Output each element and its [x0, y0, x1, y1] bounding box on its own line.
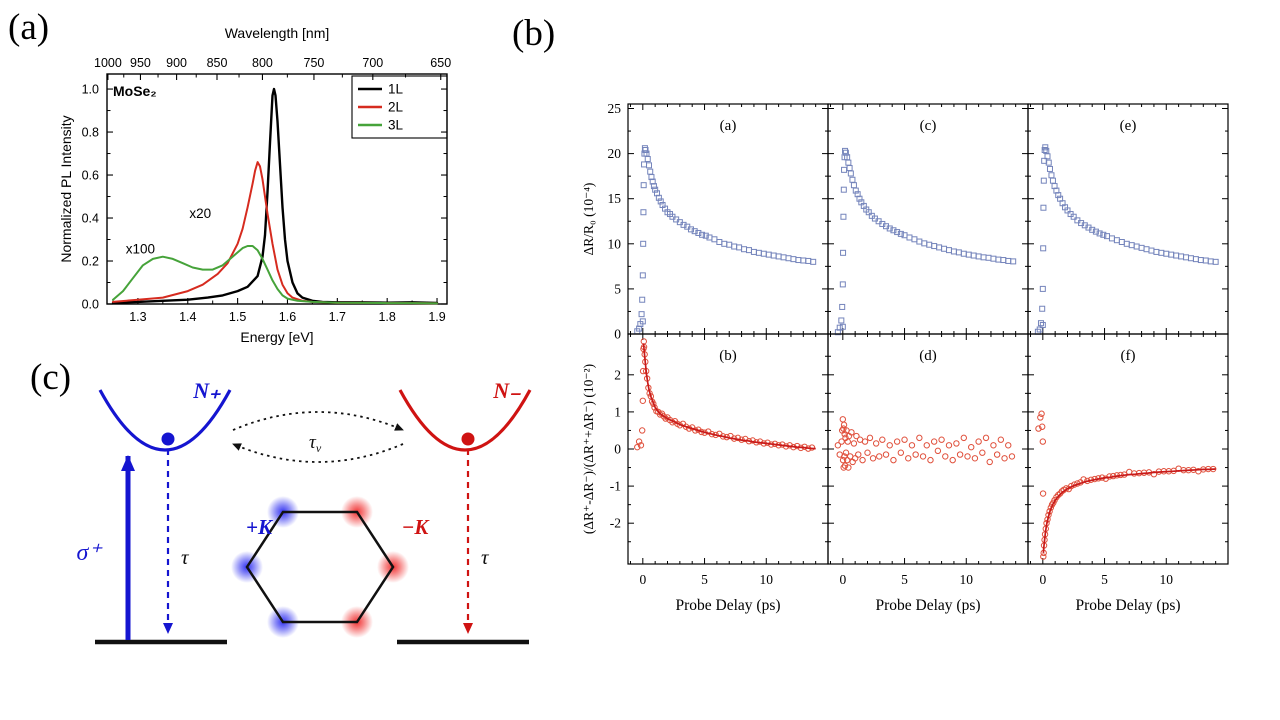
- svg-text:Normalized PL Intensity: Normalized PL Intensity: [58, 115, 74, 262]
- svg-text:20: 20: [608, 146, 622, 161]
- svg-text:15: 15: [608, 191, 622, 206]
- svg-text:τ: τ: [481, 545, 490, 569]
- svg-text:1.6: 1.6: [279, 310, 296, 324]
- svg-text:800: 800: [252, 56, 273, 70]
- svg-text:(a): (a): [720, 118, 737, 134]
- svg-text:0.8: 0.8: [82, 126, 99, 140]
- svg-text:0.0: 0.0: [82, 298, 99, 312]
- svg-text:1: 1: [614, 404, 621, 419]
- svg-text:0: 0: [614, 327, 621, 342]
- svg-text:950: 950: [130, 56, 151, 70]
- svg-text:1.7: 1.7: [329, 310, 346, 324]
- svg-text:0.4: 0.4: [82, 212, 99, 226]
- svg-text:10: 10: [608, 236, 622, 251]
- svg-text:2L: 2L: [388, 100, 404, 115]
- svg-text:Probe Delay (ps): Probe Delay (ps): [1075, 597, 1180, 614]
- svg-text:+K: +K: [246, 515, 274, 539]
- svg-text:N₊: N₊: [192, 378, 221, 403]
- svg-text:700: 700: [362, 56, 383, 70]
- svg-text:(d): (d): [919, 348, 937, 364]
- svg-text:1.4: 1.4: [179, 310, 196, 324]
- panel-a-label: (a): [8, 7, 50, 48]
- svg-text:x100: x100: [126, 241, 155, 256]
- svg-text:0.2: 0.2: [82, 255, 99, 269]
- svg-text:x20: x20: [189, 206, 211, 221]
- svg-text:0: 0: [614, 442, 621, 457]
- svg-text:3L: 3L: [388, 118, 404, 133]
- svg-text:5: 5: [701, 572, 708, 587]
- svg-text:1.5: 1.5: [229, 310, 246, 324]
- valley-diagram: N₊ N₋ σ⁺ τ τ τv +K −K: [76, 378, 532, 645]
- svg-text:10: 10: [760, 572, 774, 587]
- svg-text:1.9: 1.9: [428, 310, 445, 324]
- svg-text:Wavelength [nm]: Wavelength [nm]: [225, 25, 330, 41]
- svg-text:-2: -2: [610, 516, 621, 531]
- svg-text:2: 2: [614, 367, 621, 382]
- svg-text:Probe Delay (ps): Probe Delay (ps): [875, 597, 980, 614]
- svg-text:10: 10: [960, 572, 974, 587]
- svg-text:σ⁺: σ⁺: [76, 540, 103, 566]
- svg-text:5: 5: [901, 572, 908, 587]
- svg-text:5: 5: [1101, 572, 1108, 587]
- svg-text:τ: τ: [181, 545, 190, 569]
- svg-text:10: 10: [1160, 572, 1174, 587]
- svg-text:0: 0: [639, 572, 646, 587]
- panel-b-label: (b): [512, 13, 556, 54]
- svg-text:1.0: 1.0: [82, 83, 99, 97]
- svg-text:Energy [eV]: Energy [eV]: [240, 329, 313, 345]
- svg-text:1000: 1000: [94, 56, 122, 70]
- svg-text:(b): (b): [719, 348, 737, 364]
- svg-text:25: 25: [608, 101, 622, 116]
- svg-text:τv: τv: [309, 432, 322, 455]
- svg-text:Probe Delay (ps): Probe Delay (ps): [675, 597, 780, 614]
- svg-text:ΔR/R₀ (10⁻⁴): ΔR/R₀ (10⁻⁴): [581, 183, 596, 256]
- svg-text:750: 750: [304, 56, 325, 70]
- svg-text:1.8: 1.8: [378, 310, 395, 324]
- svg-text:(e): (e): [1120, 118, 1137, 134]
- svg-text:650: 650: [430, 56, 451, 70]
- svg-text:900: 900: [166, 56, 187, 70]
- panel-c-label: (c): [30, 357, 72, 398]
- svg-text:0: 0: [839, 572, 846, 587]
- svg-text:−K: −K: [402, 515, 431, 539]
- svg-text:1.3: 1.3: [129, 310, 146, 324]
- svg-text:1L: 1L: [388, 82, 404, 97]
- svg-text:-1: -1: [610, 479, 621, 494]
- svg-text:0.6: 0.6: [82, 169, 99, 183]
- svg-text:(ΔR⁺-ΔR⁻)/(ΔR⁺+ΔR⁻) (10⁻²): (ΔR⁺-ΔR⁻)/(ΔR⁺+ΔR⁻) (10⁻²): [581, 364, 596, 534]
- pl-spectrum-chart: 1.3 1.4 1.5 1.6 1.7 1.8 1.9 0.0 0.2 0.4 0.6 0.8 1.0 1…: [58, 25, 451, 345]
- svg-text:(c): (c): [920, 118, 937, 134]
- svg-text:(f): (f): [1121, 348, 1136, 364]
- svg-text:0: 0: [1039, 572, 1046, 587]
- svg-text:850: 850: [207, 56, 228, 70]
- svg-text:5: 5: [614, 281, 621, 296]
- svg-text:N₋: N₋: [492, 378, 521, 403]
- svg-text:MoSe₂: MoSe₂: [113, 83, 157, 99]
